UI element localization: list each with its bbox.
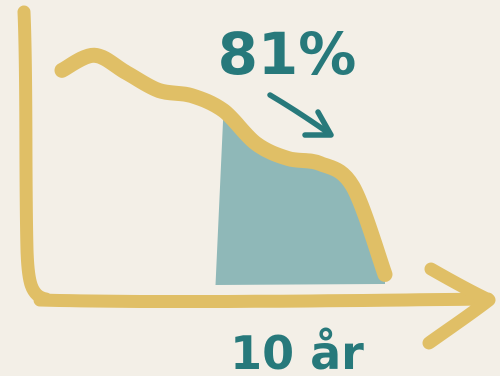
highlighted-area xyxy=(215,110,385,285)
annotation-label: 81% xyxy=(218,20,357,88)
series-line xyxy=(54,47,393,282)
annotation-arrow xyxy=(267,92,333,137)
annotation-arrowhead xyxy=(302,109,334,138)
x-axis-arrowhead xyxy=(422,262,496,350)
x-axis xyxy=(33,292,495,309)
x-axis-label: 10 år xyxy=(230,326,364,376)
y-axis xyxy=(17,5,53,306)
